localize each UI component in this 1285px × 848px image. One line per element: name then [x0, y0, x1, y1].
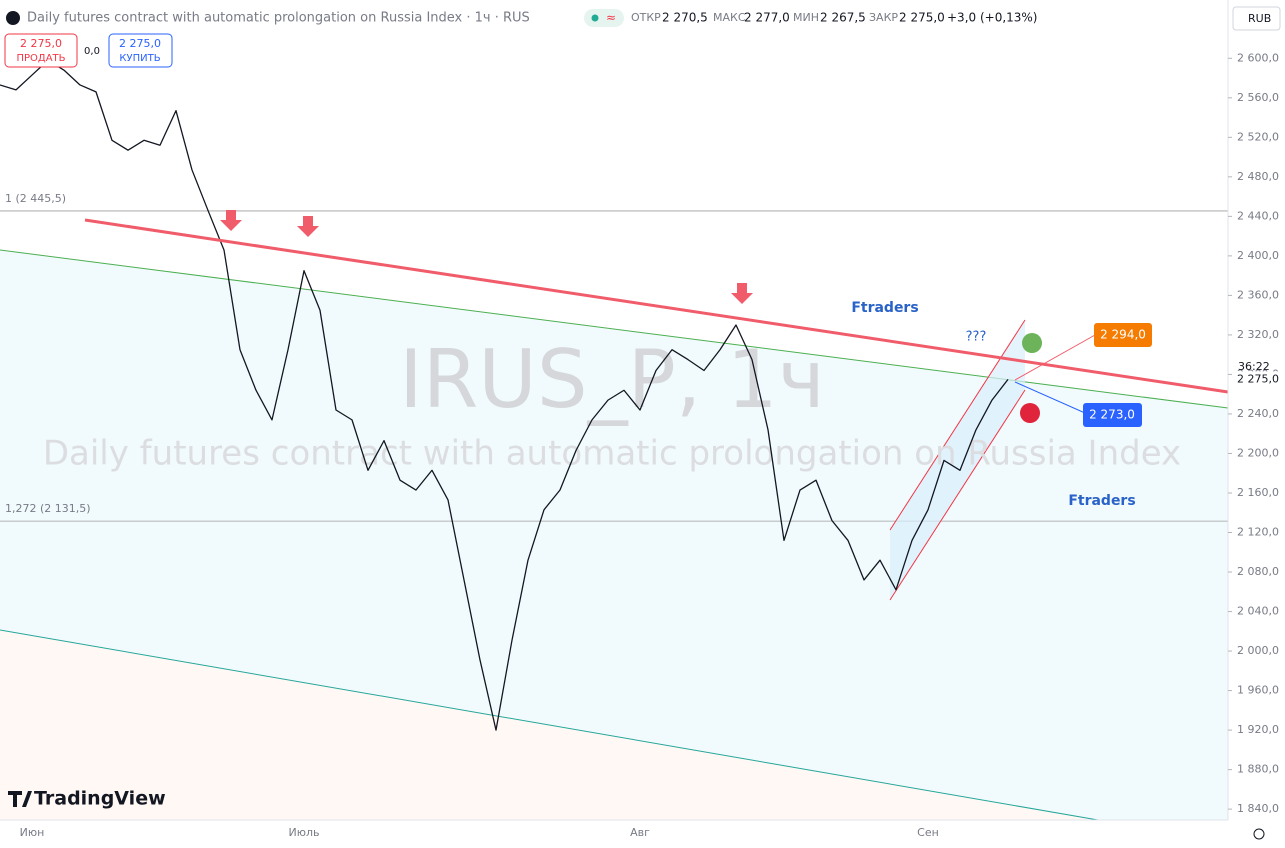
y-tick-label: 2 160,0	[1237, 486, 1279, 499]
high-value: 2 277,0	[744, 11, 790, 25]
target-down-label: 2 273,0	[1089, 408, 1135, 422]
target-down-box	[1083, 403, 1142, 427]
rising-channel-fill	[890, 320, 1025, 600]
target-up-box	[1094, 323, 1152, 347]
status-dot	[591, 14, 599, 22]
down-arrow	[297, 216, 319, 237]
y-tick-label: 1 840,0	[1237, 802, 1279, 815]
arrows	[220, 210, 753, 304]
buy-label[interactable]: КУПИТЬ	[119, 53, 160, 64]
header: Daily futures contract with automatic pr…	[6, 9, 1038, 27]
down-arrow	[220, 210, 242, 231]
teal-trendline	[0, 629, 1099, 821]
trade-buttons: 2 275,0 ПРОДАТЬ 0,0 2 275,0 КУПИТЬ	[4, 33, 173, 68]
plot	[0, 59, 1009, 731]
low-value: 2 267,5	[820, 11, 866, 25]
y-tick-label: 2 120,0	[1237, 526, 1279, 539]
down-arrow	[731, 283, 753, 304]
y-tick-label: 2 520,0	[1237, 130, 1279, 143]
spread: 0,0	[84, 46, 100, 57]
target-down-line	[1014, 381, 1086, 414]
high-label: МАКС	[713, 11, 746, 24]
y-tick-label: 1 920,0	[1237, 723, 1279, 736]
y-tick-label: 2 440,0	[1237, 209, 1279, 222]
rising-channel-top	[889, 319, 1026, 531]
y-tick-label: 1 880,0	[1237, 763, 1279, 776]
rising-channel-bottom	[889, 389, 1026, 601]
time-axis	[0, 820, 1228, 848]
close-value: 2 275,0	[899, 11, 945, 25]
fib-level-label: 1,272 (2 131,5)	[5, 502, 91, 515]
buy-price[interactable]: 2 275,0	[119, 37, 161, 50]
green-dot	[1022, 333, 1042, 353]
brand-label: Ftraders	[851, 300, 918, 316]
y-tick-label: 2 320,0	[1237, 328, 1279, 341]
red-trendline	[84, 218, 1229, 394]
y-tick-label: 2 040,0	[1237, 605, 1279, 618]
countdown: 36:22	[1238, 360, 1270, 373]
change-value: +3,0 (+0,13%)	[947, 11, 1038, 25]
logo: TradingView	[34, 788, 166, 810]
y-tick-label: 2 240,0	[1237, 407, 1279, 420]
fib-level-label: 1 (2 445,5)	[5, 192, 66, 205]
symbol-title: Daily futures contract with automatic pr…	[27, 11, 530, 26]
last-price-label: 2 275,0	[1237, 372, 1279, 385]
last-price-marker	[1232, 371, 1282, 388]
sell-button[interactable]	[4, 33, 78, 68]
sell-label[interactable]: ПРОДАТЬ	[16, 53, 65, 64]
y-tick-label: 2 480,0	[1237, 170, 1279, 183]
open-value: 2 270,5	[662, 11, 708, 25]
close-label: ЗАКР	[869, 11, 898, 24]
price-line	[0, 59, 1009, 731]
status-pill	[584, 9, 624, 27]
red-dot	[1020, 403, 1040, 423]
levels: 1 (2 445,5) 1,272 (2 131,5)	[0, 192, 1228, 522]
brand-label: Ftraders	[1068, 493, 1135, 509]
currency-label[interactable]: RUB	[1248, 12, 1271, 25]
price-axis	[1228, 0, 1285, 848]
x-tick-label: Июль	[288, 826, 319, 839]
buy-button[interactable]	[108, 33, 173, 68]
y-tick-label: 1 960,0	[1237, 684, 1279, 697]
open-label: ОТКР	[631, 11, 661, 24]
sell-price[interactable]: 2 275,0	[20, 37, 62, 50]
x-tick-label: Сен	[917, 826, 939, 839]
target-up-line	[1014, 334, 1096, 381]
target-up-label: 2 294,0	[1100, 328, 1146, 342]
y-tick-label: 2 560,0	[1237, 91, 1279, 104]
status-icon: ≈	[606, 11, 616, 25]
settings-button[interactable]	[1253, 828, 1265, 840]
x-tick-label: Авг	[630, 826, 650, 839]
low-label: МИН	[793, 11, 819, 24]
channel-fill	[0, 250, 1228, 820]
symbol-icon	[6, 11, 20, 25]
y-tick-label: 2 600,0	[1237, 51, 1279, 64]
question-label: ???	[966, 330, 987, 345]
watermark-symbol: IRUS_P, 1ч	[399, 333, 825, 426]
y-tick-label: 2 360,0	[1237, 288, 1279, 301]
y-tick-label: 2 200,0	[1237, 446, 1279, 459]
y-tick-label: 2 400,0	[1237, 249, 1279, 262]
watermark-description: Daily futures contract with automatic pr…	[43, 434, 1181, 474]
axes: 1 840,0 1 880,0 1 920,0 1 960,0 2 000,0 2 040…	[20, 51, 1282, 839]
logo-mark	[8, 791, 32, 807]
y-tick-label: 2 000,0	[1237, 644, 1279, 657]
y-tick-label: 2 080,0	[1237, 565, 1279, 578]
x-tick-label: Июн	[20, 826, 45, 839]
currency-button[interactable]	[1232, 6, 1281, 31]
